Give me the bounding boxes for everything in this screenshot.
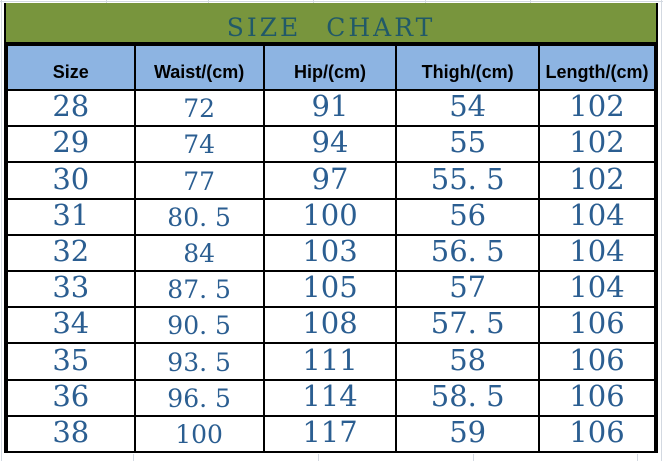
size-table: Size Waist/(cm) Hip/(cm) Thigh/(cm) Length/(… <box>6 44 657 454</box>
table-cell: 108 <box>262 306 398 345</box>
table-cell: 87. 5 <box>133 269 265 309</box>
table-row: 30 77 97 55. 5 102 <box>6 161 657 200</box>
table-cell: 31 <box>6 197 136 236</box>
table-body: 28 72 91 54 102 29 74 94 55 102 30 77 97 55. 5 102 31 80… <box>6 88 657 454</box>
table-cell: 100 <box>262 197 398 236</box>
table-cell: 58 <box>395 342 540 381</box>
sheet-gridline <box>637 454 638 461</box>
table-cell: 54 <box>395 88 540 128</box>
table-cell: 94 <box>262 125 398 164</box>
table-row: 35 93. 5 111 58 106 <box>6 342 657 381</box>
column-header: Thigh/(cm) <box>395 44 540 91</box>
table-cell: 77 <box>133 161 265 200</box>
table-cell: 29 <box>6 125 136 164</box>
column-header: Length/(cm) <box>537 44 657 91</box>
column-header: Hip/(cm) <box>262 44 398 91</box>
table-cell: 72 <box>133 88 265 128</box>
table-cell: 55. 5 <box>395 161 540 200</box>
table-cell: 56. 5 <box>395 233 540 272</box>
table-cell: 104 <box>537 197 657 236</box>
table-cell: 96. 5 <box>133 378 265 417</box>
table-cell: 80. 5 <box>133 197 265 236</box>
table-row: 38 100 117 59 106 <box>6 414 657 454</box>
table-cell: 57. 5 <box>395 306 540 345</box>
table-cell: 58. 5 <box>395 378 540 417</box>
table-cell: 97 <box>262 161 398 200</box>
table-cell: 56 <box>395 197 540 236</box>
table-cell: 104 <box>537 233 657 272</box>
table-cell: 84 <box>133 233 265 272</box>
table-cell: 104 <box>537 269 657 309</box>
table-row: 34 90. 5 108 57. 5 106 <box>6 306 657 345</box>
sheet-gridline <box>106 0 107 3</box>
sheet-gridline <box>313 0 314 3</box>
sheet-gridline <box>473 454 474 461</box>
table-cell: 32 <box>6 233 136 272</box>
chart-title: SIZE CHART <box>226 13 436 42</box>
sheet-gridline <box>1 0 2 461</box>
table-cell: 103 <box>262 233 398 272</box>
header-row: Size Waist/(cm) Hip/(cm) Thigh/(cm) Length/(… <box>6 44 657 91</box>
table-cell: 93. 5 <box>133 342 265 381</box>
table-cell: 105 <box>262 269 398 309</box>
chart-title-bar: SIZE CHART <box>6 3 656 44</box>
table-cell: 35 <box>6 342 136 381</box>
table-row: 31 80. 5 100 56 104 <box>6 197 657 236</box>
table-cell: 117 <box>262 414 398 454</box>
table-row: 33 87. 5 105 57 104 <box>6 269 657 309</box>
table-cell: 33 <box>6 269 136 309</box>
table-row: 36 96. 5 114 58. 5 106 <box>6 378 657 417</box>
table-row: 32 84 103 56. 5 104 <box>6 233 657 272</box>
size-chart-table: SIZE CHART Size Waist/(cm) Hip/(cm) Thigh/(… <box>4 3 658 454</box>
table-cell: 74 <box>133 125 265 164</box>
table-cell: 55 <box>395 125 540 164</box>
table-cell: 90. 5 <box>133 306 265 345</box>
sheet-gridline <box>208 0 209 3</box>
table-cell: 59 <box>395 414 540 454</box>
table-cell: 57 <box>395 269 540 309</box>
table-cell: 106 <box>537 342 657 381</box>
table-cell: 102 <box>537 88 657 128</box>
table-cell: 91 <box>262 88 398 128</box>
table-cell: 28 <box>6 88 136 128</box>
sheet-gridline <box>133 454 134 461</box>
sheet-gridline <box>425 0 426 3</box>
table-cell: 106 <box>537 378 657 417</box>
table-cell: 34 <box>6 306 136 345</box>
table-cell: 100 <box>133 414 265 454</box>
table-row: 28 72 91 54 102 <box>6 88 657 128</box>
sheet-gridline <box>530 0 531 3</box>
table-cell: 38 <box>6 414 136 454</box>
table-cell: 114 <box>262 378 398 417</box>
table-cell: 30 <box>6 161 136 200</box>
table-row: 29 74 94 55 102 <box>6 125 657 164</box>
table-cell: 106 <box>537 414 657 454</box>
table-cell: 102 <box>537 125 657 164</box>
sheet-gridline <box>318 454 319 461</box>
column-header: Waist/(cm) <box>133 44 265 91</box>
table-cell: 106 <box>537 306 657 345</box>
sheet-gridline <box>0 1 663 2</box>
table-cell: 111 <box>262 342 398 381</box>
table-cell: 36 <box>6 378 136 417</box>
column-header: Size <box>6 44 136 91</box>
sheet-gridline <box>661 0 662 461</box>
table-cell: 102 <box>537 161 657 200</box>
